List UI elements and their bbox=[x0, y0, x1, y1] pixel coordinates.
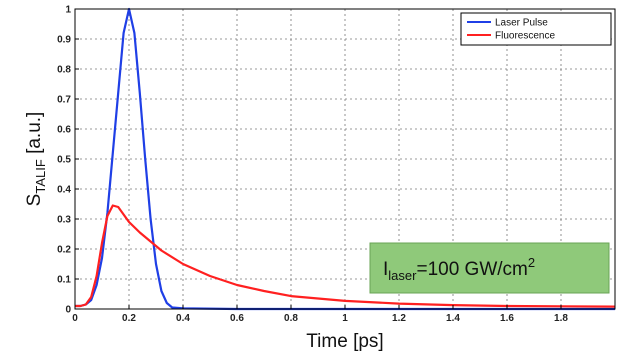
y-tick-label: 0.4 bbox=[57, 185, 71, 196]
x-tick-label: 1.2 bbox=[392, 313, 406, 324]
x-tick-label: 1 bbox=[342, 313, 348, 324]
fluorescence-line bbox=[75, 204, 616, 308]
x-tick-label: 0.2 bbox=[122, 313, 136, 324]
x-tick-label: 0.6 bbox=[230, 313, 244, 324]
y-axis-label-unit: [a.u.] bbox=[24, 112, 45, 160]
annotation-sup: 2 bbox=[528, 255, 535, 270]
legend: Laser Pulse Fluorescence bbox=[460, 12, 612, 46]
annotation-text: Ilaser=100 GW/cm2 bbox=[383, 255, 535, 283]
annotation-box bbox=[369, 242, 610, 294]
x-axis-label: Time [ps] bbox=[306, 331, 383, 352]
y-tick-label: 0.1 bbox=[57, 275, 71, 286]
y-tick-label: 1 bbox=[65, 5, 71, 16]
annotation-rest: =100 GW/cm bbox=[416, 259, 527, 280]
y-tick-label: 0.2 bbox=[57, 245, 71, 256]
x-tick-label: 0.8 bbox=[284, 313, 298, 324]
laser-intensity-annotation: Ilaser=100 GW/cm2 bbox=[369, 242, 610, 294]
y-axis-label-main: S bbox=[24, 194, 45, 207]
y-tick-label: 0.6 bbox=[57, 125, 71, 136]
y-tick-label: 0.9 bbox=[57, 35, 71, 46]
y-axis-label-sub: TALIF bbox=[33, 159, 48, 193]
y-tick-label: 0.5 bbox=[57, 155, 71, 166]
x-tick-label: 1.4 bbox=[446, 313, 460, 324]
y-tick-label: 0.3 bbox=[57, 215, 71, 226]
y-axis-label: STALIF [a.u.] bbox=[24, 112, 48, 207]
grid bbox=[75, 9, 615, 309]
legend-box bbox=[460, 12, 612, 46]
legend-label-laser: Laser Pulse bbox=[495, 18, 548, 29]
x-tick-label: 0 bbox=[72, 313, 78, 324]
y-tick-label: 0 bbox=[65, 305, 71, 316]
annotation-sub: laser bbox=[388, 268, 417, 283]
tick-labels: 0 0.2 0.4 0.6 0.8 1 1.2 1.4 1.6 1.8 0 0.1 0.2 0.3 0.4 0… bbox=[57, 5, 568, 325]
x-tick-label: 1.8 bbox=[554, 313, 568, 324]
y-tick-label: 0.7 bbox=[57, 95, 71, 106]
y-tick-label: 0.8 bbox=[57, 65, 71, 76]
x-tick-label: 1.6 bbox=[500, 313, 514, 324]
x-tick-label: 0.4 bbox=[176, 313, 190, 324]
legend-label-fluorescence: Fluorescence bbox=[495, 31, 555, 42]
annotation-main: I bbox=[383, 259, 388, 280]
